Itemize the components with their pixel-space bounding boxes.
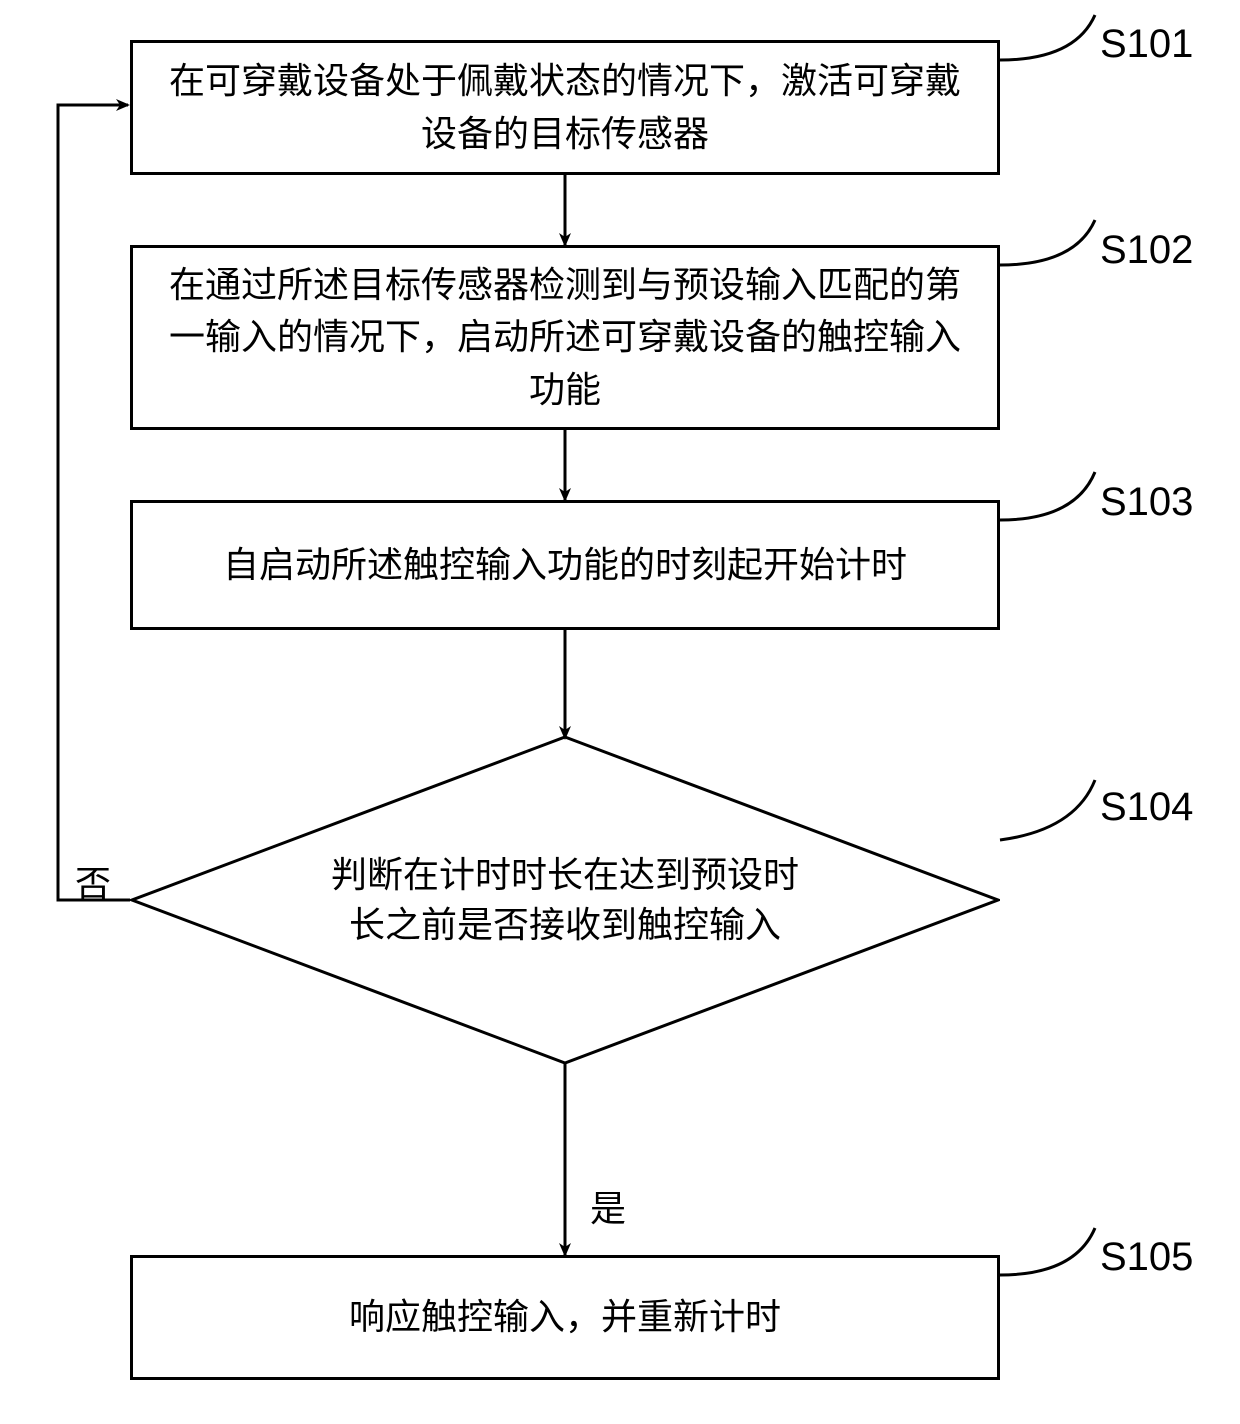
step-label-s105: S105	[1100, 1235, 1193, 1280]
step-s102-text: 在通过所述目标传感器检测到与预设输入匹配的第一输入的情况下，启动所述可穿戴设备的…	[153, 259, 977, 416]
step-label-s104: S104	[1100, 785, 1193, 830]
step-label-s101: S101	[1100, 22, 1193, 67]
flowchart-container: 在可穿戴设备处于佩戴状态的情况下，激活可穿戴设备的目标传感器 在通过所述目标传感…	[0, 0, 1240, 1424]
edge-label-no: 否	[75, 855, 111, 907]
step-s103-text: 自启动所述触控输入功能的时刻起开始计时	[223, 539, 907, 591]
step-s105-box: 响应触控输入，并重新计时	[130, 1255, 1000, 1380]
step-label-s103: S103	[1100, 480, 1193, 525]
edge-label-yes: 是	[590, 1180, 626, 1232]
step-s102-box: 在通过所述目标传感器检测到与预设输入匹配的第一输入的情况下，启动所述可穿戴设备的…	[130, 245, 1000, 430]
step-s103-box: 自启动所述触控输入功能的时刻起开始计时	[130, 500, 1000, 630]
step-s101-text: 在可穿戴设备处于佩戴状态的情况下，激活可穿戴设备的目标传感器	[153, 55, 977, 159]
step-s105-text: 响应触控输入，并重新计时	[349, 1291, 781, 1343]
step-s104-diamond: 判断在计时时长在达到预设时长之前是否接收到触控输入	[130, 735, 1000, 1065]
step-label-s102: S102	[1100, 228, 1193, 273]
step-s104-text: 判断在计时时长在达到预设时长之前是否接收到触控输入	[325, 850, 805, 951]
step-s101-box: 在可穿戴设备处于佩戴状态的情况下，激活可穿戴设备的目标传感器	[130, 40, 1000, 175]
